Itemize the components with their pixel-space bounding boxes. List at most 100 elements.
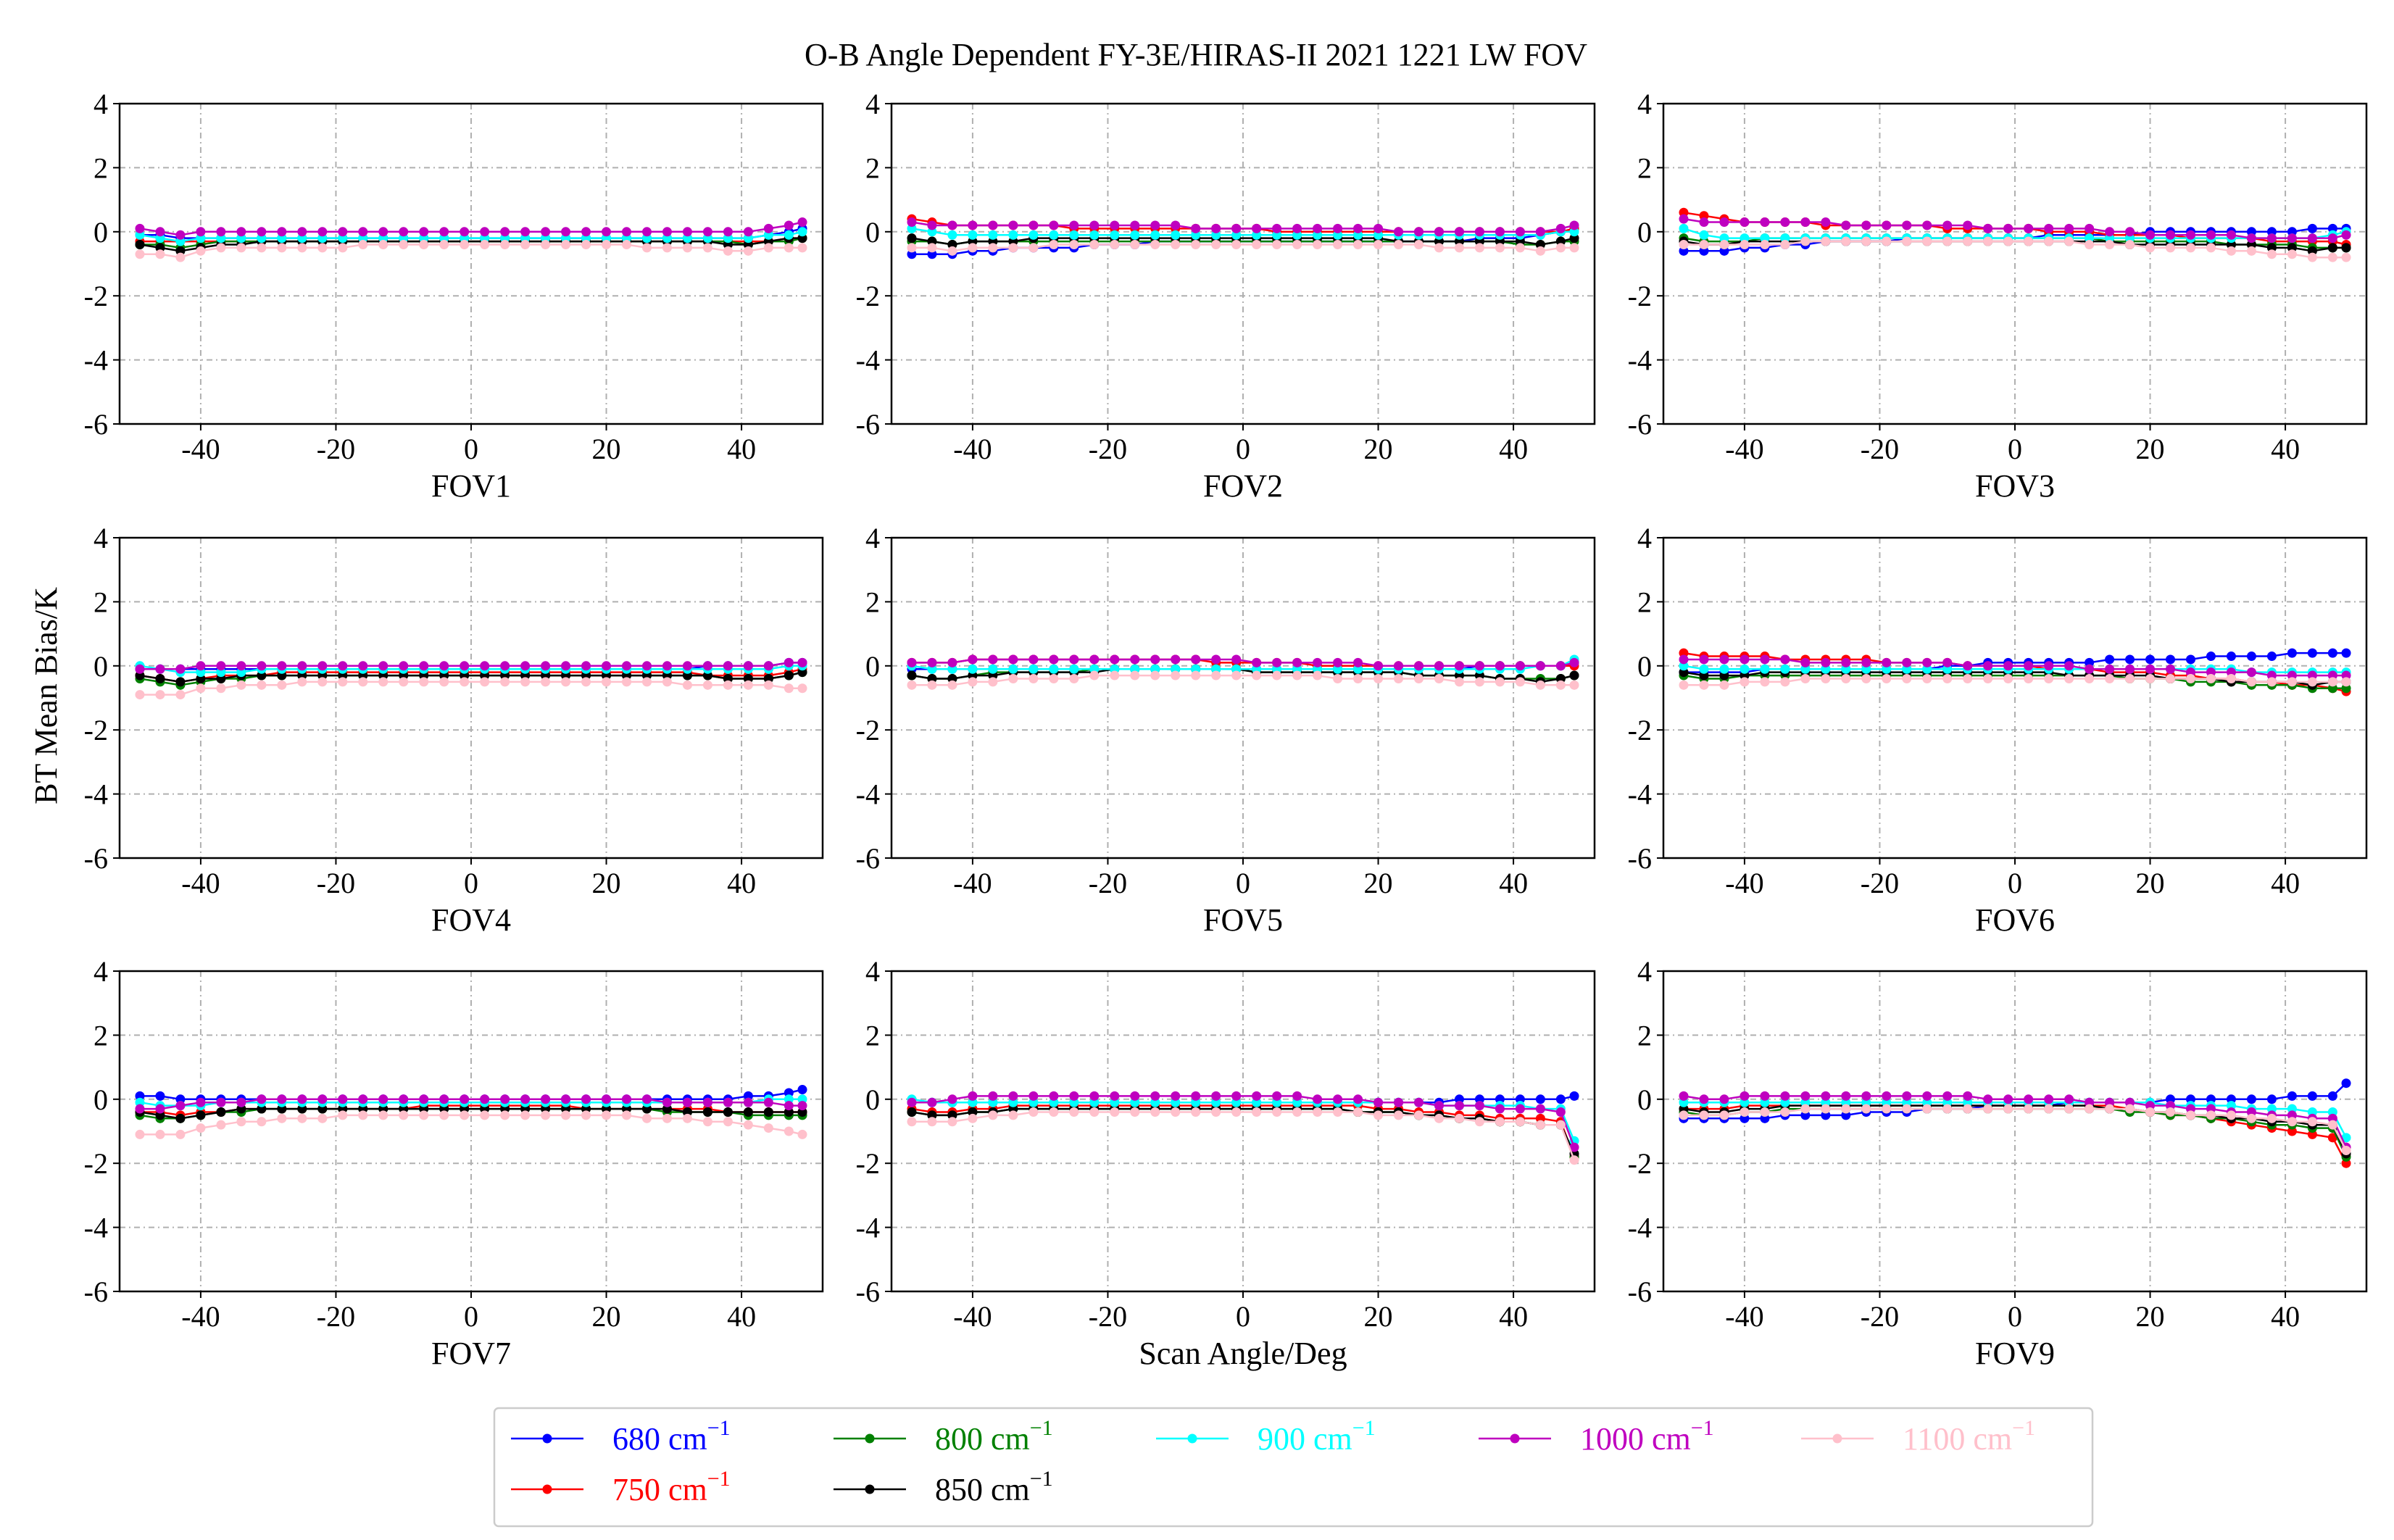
data-point: [480, 239, 490, 249]
data-point: [662, 1097, 672, 1107]
data-point: [1069, 230, 1079, 240]
data-point: [2125, 664, 2135, 674]
y-tick-label: 4: [1637, 522, 1652, 554]
y-tick-label: 0: [865, 1083, 880, 1116]
data-point: [1882, 220, 1892, 230]
data-point: [1110, 670, 1120, 680]
y-tick-label: -6: [856, 1275, 880, 1308]
data-point: [2246, 667, 2256, 678]
y-tick-label: -4: [1628, 1212, 1652, 1244]
data-point: [1963, 1104, 1973, 1114]
data-point: [988, 654, 998, 665]
data-point: [1800, 1091, 1811, 1101]
data-point: [702, 1107, 712, 1117]
data-point: [2307, 1091, 2317, 1101]
series-line: [140, 1098, 802, 1110]
data-point: [1679, 239, 1689, 249]
data-point: [1454, 227, 1464, 237]
x-tick-label: -20: [1089, 867, 1127, 899]
data-point: [1211, 223, 1221, 233]
x-tick-label: 0: [2008, 1300, 2022, 1333]
series-line: [1684, 1107, 2348, 1152]
data-point: [2341, 252, 2351, 262]
data-point: [1719, 654, 1729, 665]
data-point: [927, 657, 937, 667]
data-point: [581, 227, 591, 237]
x-tick-label: -40: [181, 433, 220, 465]
x-tick-label: -20: [1089, 433, 1127, 465]
data-point: [520, 1094, 531, 1104]
data-point: [1861, 1104, 1871, 1114]
data-point: [419, 661, 429, 671]
data-point: [2105, 227, 2115, 237]
data-point: [1008, 1110, 1018, 1120]
data-point: [2246, 233, 2256, 244]
data-point: [2327, 252, 2337, 262]
x-tick-label: -40: [953, 867, 992, 899]
data-point: [2186, 673, 2195, 683]
data-point: [1760, 1091, 1770, 1101]
data-point: [2024, 1094, 2034, 1104]
data-point: [1089, 239, 1100, 249]
x-tick-label: -20: [1861, 433, 1899, 465]
data-point: [378, 1094, 388, 1104]
data-point: [1841, 236, 1851, 246]
data-point: [1252, 670, 1262, 680]
x-tick-label: 20: [1364, 867, 1393, 899]
series-line: [1683, 674, 2346, 689]
series-line: [912, 674, 1574, 686]
data-point: [968, 1091, 978, 1101]
data-point: [1515, 227, 1525, 237]
data-point: [2186, 243, 2195, 253]
data-point: [797, 243, 807, 253]
data-point: [277, 680, 287, 690]
data-point: [1130, 239, 1140, 249]
data-point: [797, 1085, 807, 1095]
data-point: [1800, 217, 1811, 228]
data-point: [236, 661, 246, 671]
data-point: [927, 1097, 937, 1107]
data-point: [682, 680, 692, 690]
data-point: [2044, 223, 2054, 233]
data-point: [797, 683, 807, 694]
data-point: [2226, 652, 2236, 662]
data-point: [1902, 673, 1912, 683]
data-point: [1110, 239, 1120, 249]
data-point: [500, 239, 510, 249]
data-point: [642, 677, 652, 687]
data-point: [723, 661, 733, 671]
data-point: [1780, 654, 1790, 665]
x-tick-label: 20: [1364, 433, 1393, 465]
data-point: [439, 661, 449, 671]
data-point: [1882, 657, 1892, 667]
data-point: [1272, 670, 1282, 680]
data-point: [1740, 654, 1750, 665]
data-point: [2044, 1094, 2054, 1104]
data-point: [662, 243, 672, 253]
data-point: [1699, 654, 1709, 665]
data-point: [297, 243, 307, 253]
data-point: [1679, 680, 1689, 690]
data-point: [662, 227, 672, 237]
data-point: [1679, 1091, 1689, 1101]
data-point: [358, 239, 368, 249]
data-point: [1049, 220, 1059, 230]
data-point: [2003, 673, 2013, 683]
data-point: [1942, 673, 1953, 683]
y-tick-label: 2: [865, 586, 880, 618]
data-point: [1150, 220, 1160, 230]
subplot-xlabel: FOV3: [1975, 468, 2055, 504]
data-point: [1110, 654, 1120, 665]
data-point: [1963, 661, 1973, 671]
data-point: [622, 661, 632, 671]
data-point: [1272, 1107, 1282, 1117]
data-point: [1555, 243, 1566, 253]
data-point: [399, 239, 409, 249]
x-tick-label: 40: [1499, 867, 1528, 899]
data-point: [1150, 1091, 1160, 1101]
data-point: [947, 680, 957, 690]
data-point: [1821, 1104, 1831, 1114]
data-point: [135, 1104, 145, 1114]
data-point: [1028, 664, 1039, 674]
